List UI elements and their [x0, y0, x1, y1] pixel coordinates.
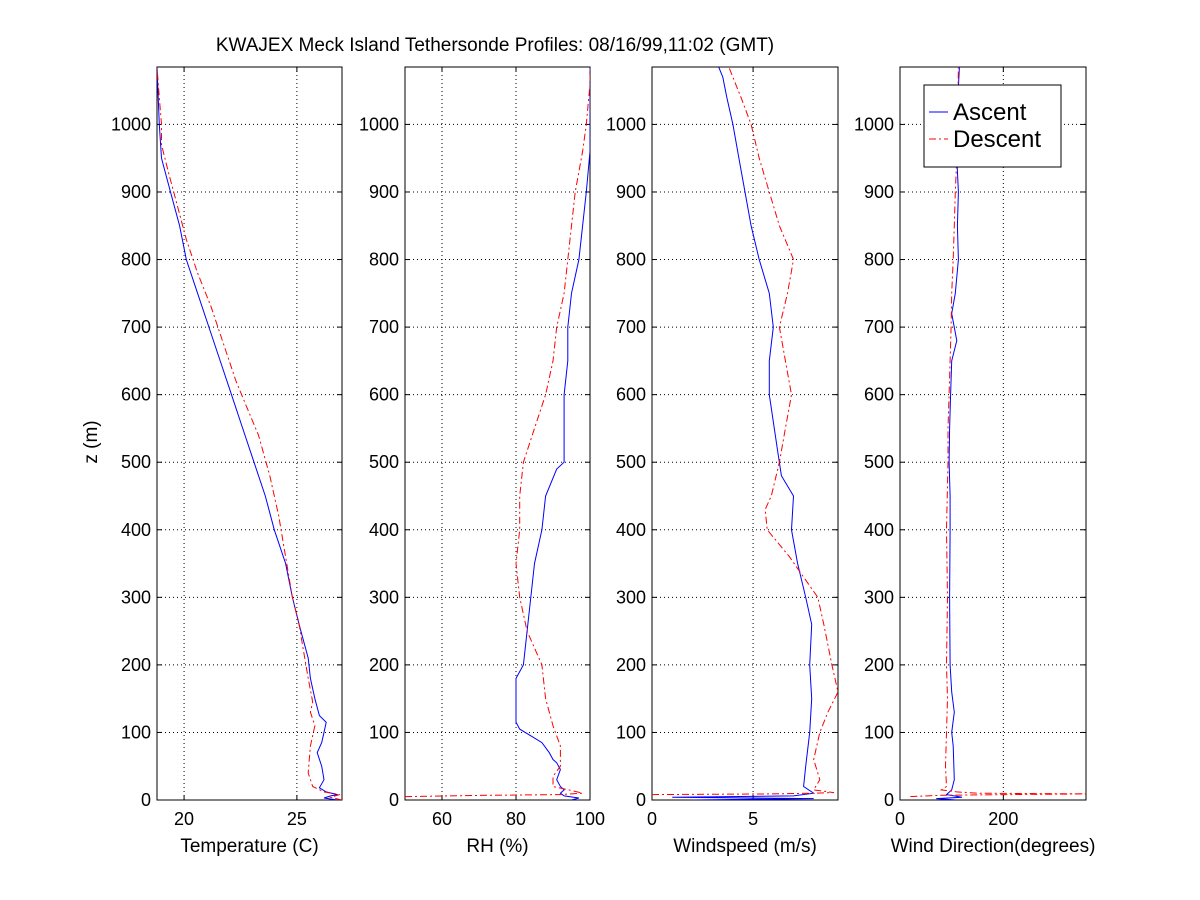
series-line-descent	[652, 67, 838, 796]
chart-title: KWAJEX Meck Island Tethersonde Profiles:…	[216, 35, 774, 56]
y-tick-label: 500	[616, 452, 646, 472]
y-tick-label: 800	[121, 250, 151, 270]
y-tick-label: 900	[369, 182, 399, 202]
y-tick-label: 200	[616, 655, 646, 675]
y-tick-label: 900	[121, 182, 151, 202]
y-tick-label: 800	[369, 250, 399, 270]
x-tick-label: 25	[287, 809, 307, 829]
axes-frame	[156, 66, 343, 801]
series-line-ascent	[157, 67, 338, 800]
x-tick-label: 100	[575, 809, 605, 829]
y-tick-label: 700	[121, 317, 151, 337]
x-tick-label: 0	[647, 809, 657, 829]
series-line-ascent	[515, 67, 590, 800]
y-tick-label: 900	[616, 182, 646, 202]
axes-frame	[899, 66, 1087, 801]
x-tick-label: 20	[174, 809, 194, 829]
series-line-descent	[405, 67, 590, 798]
panel-1: 0 100 200 300 400 500 600 700 800 900 1000 20 25 Temp…	[111, 66, 343, 857]
y-tick-label: 100	[369, 722, 399, 742]
y-tick-label: 0	[141, 790, 151, 810]
x-axis-label: Wind Direction(degrees)	[891, 836, 1096, 857]
x-axis-label: Temperature (C)	[180, 836, 318, 857]
y-tick-label: 400	[864, 520, 894, 540]
y-tick-label: 700	[864, 317, 894, 337]
x-tick-label: 80	[506, 809, 526, 829]
x-tick-label: 200	[988, 809, 1018, 829]
axes-frame	[404, 66, 591, 801]
y-tick-label: 600	[369, 385, 399, 405]
y-tick-label: 0	[389, 790, 399, 810]
y-tick-label: 100	[121, 722, 151, 742]
panel-4: 0 100 200 300 400 500 600 700 800 900 1000 0 200 Wind…	[854, 66, 1096, 857]
x-tick-label: 0	[895, 809, 905, 829]
y-tick-label: 600	[864, 385, 894, 405]
y-tick-label: 900	[864, 182, 894, 202]
x-axis-label: RH (%)	[466, 836, 528, 857]
y-tick-label: 300	[616, 587, 646, 607]
y-tick-label: 600	[121, 385, 151, 405]
y-tick-label: 200	[121, 655, 151, 675]
y-tick-label: 300	[864, 587, 894, 607]
x-axis-label: Windspeed (m/s)	[673, 836, 817, 857]
y-tick-label: 200	[864, 655, 894, 675]
y-tick-label: 200	[369, 655, 399, 675]
panel-2: 0 100 200 300 400 500 600 700 800 900 1000 60 80 100 R…	[359, 66, 605, 857]
legend-label-ascent: Ascent	[953, 99, 1027, 126]
y-tick-label: 500	[864, 452, 894, 472]
series-line-descent	[910, 67, 1086, 798]
y-axis-label: z (m)	[81, 420, 102, 463]
y-tick-label: 500	[369, 452, 399, 472]
y-tick-label: 500	[121, 452, 151, 472]
series-line-ascent	[936, 67, 963, 800]
y-tick-label: 100	[864, 722, 894, 742]
y-tick-label: 400	[369, 520, 399, 540]
series-line-ascent	[672, 67, 816, 800]
y-tick-label: 1000	[359, 114, 399, 134]
legend-box	[923, 84, 1062, 168]
y-tick-label: 1000	[111, 114, 151, 134]
y-tick-label: 800	[864, 250, 894, 270]
x-tick-label: 5	[748, 809, 758, 829]
y-tick-label: 400	[121, 520, 151, 540]
y-tick-label: 400	[616, 520, 646, 540]
y-tick-label: 300	[369, 587, 399, 607]
y-tick-label: 300	[121, 587, 151, 607]
y-tick-label: 0	[636, 790, 646, 810]
y-tick-label: 700	[616, 317, 646, 337]
legend-label-descent: Descent	[953, 126, 1041, 153]
series-line-descent	[157, 67, 342, 800]
y-tick-label: 700	[369, 317, 399, 337]
y-tick-label: 600	[616, 385, 646, 405]
y-tick-label: 0	[884, 790, 894, 810]
y-tick-label: 100	[616, 722, 646, 742]
axes-frame	[651, 66, 839, 801]
panel-3: 0 100 200 300 400 500 600 700 800 900 1000 0 5 Windsp…	[606, 66, 839, 857]
y-tick-label: 1000	[606, 114, 646, 134]
x-tick-label: 60	[432, 809, 452, 829]
y-tick-label: 1000	[854, 114, 894, 134]
y-tick-label: 800	[616, 250, 646, 270]
